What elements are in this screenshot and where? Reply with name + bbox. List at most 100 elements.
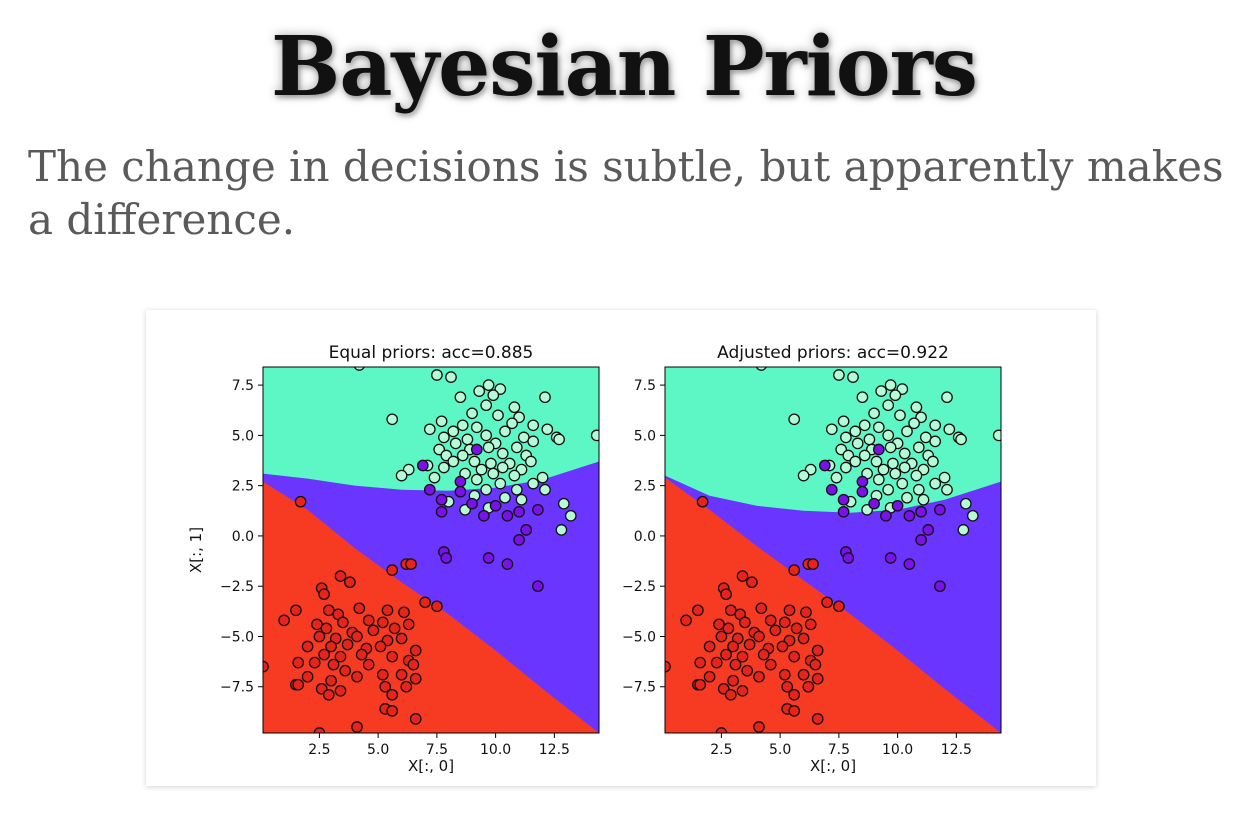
data-point — [778, 616, 791, 629]
data-point — [428, 471, 441, 484]
data-point — [882, 429, 895, 442]
data-point — [757, 648, 770, 661]
data-point — [395, 668, 408, 681]
data-point — [755, 602, 768, 615]
data-point — [501, 509, 514, 522]
data-point — [941, 391, 953, 404]
data-point — [508, 401, 521, 414]
data-point — [800, 606, 812, 619]
data-point — [929, 477, 942, 490]
data-point — [788, 688, 801, 701]
data-point — [301, 670, 314, 683]
data-point — [680, 614, 692, 627]
data-point — [809, 658, 822, 671]
data-point — [927, 455, 939, 468]
data-point — [882, 399, 895, 412]
data-point — [318, 588, 330, 601]
data-point — [564, 509, 577, 522]
data-point — [884, 552, 897, 564]
data-point — [492, 409, 504, 422]
data-point — [318, 648, 330, 661]
data-point — [431, 600, 443, 613]
data-point — [842, 552, 855, 564]
data-point — [475, 463, 488, 476]
data-point — [541, 423, 554, 436]
data-point — [395, 469, 408, 482]
data-point — [320, 622, 333, 635]
x-tick-label: 10.0 — [480, 742, 511, 758]
data-point — [449, 437, 462, 450]
data-point — [790, 622, 803, 635]
data-point — [447, 425, 460, 438]
data-point — [856, 475, 869, 488]
data-point — [351, 630, 363, 643]
data-point — [818, 459, 831, 472]
data-point — [339, 664, 352, 677]
data-point — [454, 485, 467, 498]
data-point — [722, 622, 735, 635]
data-point — [294, 495, 307, 508]
data-point — [362, 658, 375, 671]
data-point — [710, 656, 723, 669]
data-point — [741, 664, 754, 677]
data-point — [858, 419, 871, 432]
y-tick-label: 5.0 — [232, 428, 254, 444]
data-point — [470, 421, 483, 434]
data-point — [788, 413, 801, 426]
x-tick-label: 12.5 — [941, 742, 972, 758]
data-point — [764, 658, 777, 671]
data-point — [778, 668, 791, 681]
data-point — [797, 668, 810, 681]
data-point — [943, 423, 956, 436]
data-point — [386, 564, 399, 576]
data-point — [334, 684, 347, 697]
data-point — [478, 509, 490, 522]
data-point — [376, 616, 389, 629]
data-point — [487, 467, 500, 480]
y-tick-label: 2.5 — [232, 479, 254, 495]
data-point — [788, 564, 801, 576]
data-point — [692, 604, 704, 617]
data-point — [532, 503, 544, 516]
data-point — [470, 443, 483, 456]
data-point — [724, 688, 737, 701]
decision-regions — [263, 367, 599, 733]
data-point — [877, 463, 890, 476]
data-point — [400, 680, 413, 693]
data-point — [435, 493, 448, 506]
data-point — [934, 580, 946, 593]
data-point — [922, 524, 935, 536]
data-point — [872, 443, 885, 456]
x-tick-label: 5.0 — [367, 742, 389, 758]
data-point — [485, 457, 497, 470]
data-point — [278, 614, 290, 627]
x-tick-label: 7.5 — [828, 742, 850, 758]
slide-title: Bayesian Priors — [271, 19, 978, 115]
data-points — [665, 367, 1001, 733]
data-point — [875, 385, 888, 397]
data-point — [825, 483, 838, 496]
data-point — [753, 670, 765, 683]
data-point — [908, 417, 920, 430]
data-point — [833, 369, 845, 381]
x-tick-label: 2.5 — [308, 742, 330, 758]
data-point — [957, 524, 970, 536]
data-point — [992, 429, 1001, 442]
data-point — [788, 705, 801, 717]
x-tick-label: 5.0 — [769, 742, 791, 758]
data-point — [938, 471, 951, 484]
data-point — [887, 457, 899, 470]
data-point — [532, 580, 544, 593]
data-point — [461, 433, 474, 446]
data-point — [736, 684, 749, 697]
data-point — [889, 467, 902, 480]
data-point — [388, 622, 401, 635]
data-point — [435, 505, 448, 518]
data-point — [353, 602, 366, 615]
data-point — [313, 630, 326, 643]
data-point — [386, 688, 399, 701]
data-point — [386, 413, 399, 426]
data-point — [821, 596, 833, 609]
data-point — [753, 630, 765, 643]
data-point — [715, 630, 728, 643]
